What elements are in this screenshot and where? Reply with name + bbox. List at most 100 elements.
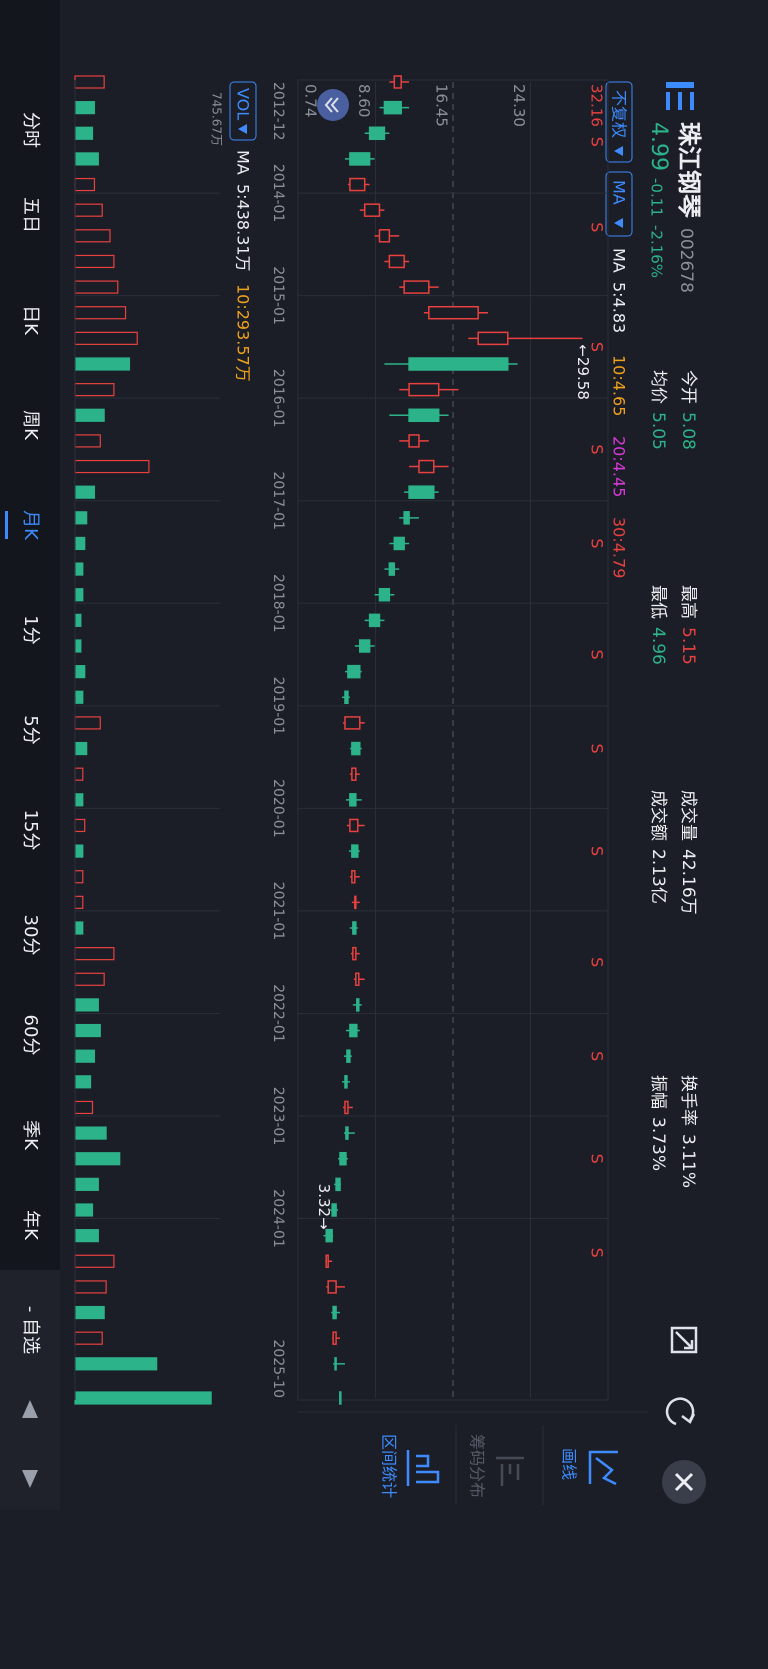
tab-bar xyxy=(0,0,60,1510)
stat-label: 成交额 xyxy=(648,790,668,841)
volume-bar xyxy=(74,177,96,192)
chip-tool[interactable]: 筹码分布 xyxy=(468,1434,525,1498)
candle-body xyxy=(383,100,402,115)
tab[interactable]: 5分 xyxy=(20,715,41,744)
candle-body xyxy=(344,716,361,730)
candle-body xyxy=(345,1126,349,1140)
vol-ma-title: MA xyxy=(234,150,253,175)
landscape-view: 珠江钢琴 002678 4.99 -0.11 -2.16% 今开 5.08 最高 5.… xyxy=(0,0,706,1510)
candle-body xyxy=(349,177,366,192)
tab[interactable]: 1分 xyxy=(20,615,41,644)
candle-body xyxy=(339,1151,347,1166)
volume-bar xyxy=(74,126,94,140)
signal: S xyxy=(588,649,607,659)
candle-body xyxy=(368,126,386,141)
x-tick-label: 2021-01 xyxy=(270,882,286,941)
signal: S xyxy=(588,1154,607,1164)
x-tick-label: 2023-01 xyxy=(270,1087,286,1146)
volume-bar xyxy=(74,818,86,833)
candle-body xyxy=(325,1228,333,1243)
volume-bar xyxy=(74,383,115,397)
vol-label: VOL xyxy=(234,88,253,120)
candle-body xyxy=(351,741,361,756)
tab[interactable]: 周K xyxy=(20,410,41,441)
volume-bar xyxy=(74,1331,103,1345)
candle-body xyxy=(363,203,381,217)
y-tick-label: 32.16 xyxy=(588,84,606,127)
x-tick-label: 2019-01 xyxy=(270,677,286,736)
candle-body xyxy=(356,998,360,1012)
vol-button[interactable]: VOL xyxy=(229,81,257,141)
refresh-icon[interactable] xyxy=(665,1397,696,1426)
candle-body xyxy=(418,459,435,474)
menu-icon[interactable] xyxy=(666,82,694,110)
tab[interactable]: 60分 xyxy=(20,1015,41,1056)
candle-body xyxy=(332,1331,337,1345)
candle-body xyxy=(403,511,410,525)
volume-bar xyxy=(74,1305,105,1320)
tab[interactable]: 分时 xyxy=(20,112,41,148)
volume-bar xyxy=(74,895,84,909)
volume-bar xyxy=(74,485,96,499)
tab[interactable]: 季K xyxy=(20,1120,41,1151)
candle-body xyxy=(388,562,396,576)
chart: 32.16 24.30 16.45 8.60 0.74 2012-12 2014-01 201… xyxy=(74,75,609,1405)
y-tick-label: 16.45 xyxy=(433,84,451,127)
candle-body xyxy=(327,1280,337,1294)
signal: S xyxy=(588,342,607,352)
candle-body xyxy=(331,1203,337,1217)
candle-body xyxy=(344,1100,349,1115)
stat-label: 今开 xyxy=(678,370,698,404)
adjust-button[interactable]: 不复权 xyxy=(605,81,633,163)
candle-body xyxy=(334,1357,337,1371)
draw-tool[interactable]: 画线 xyxy=(560,1448,619,1486)
volume-bar xyxy=(74,844,84,858)
scroll-left[interactable] xyxy=(22,1400,38,1418)
close-button[interactable] xyxy=(662,1460,706,1504)
tab[interactable]: 15分 xyxy=(20,810,41,851)
candle-body xyxy=(349,818,359,833)
volume-bar xyxy=(74,536,86,551)
tab[interactable]: 五日 xyxy=(20,197,41,233)
volume-bar xyxy=(74,870,84,884)
change: -0.11 xyxy=(648,178,666,217)
stat-value: 2.13亿 xyxy=(648,849,668,904)
volume-bar xyxy=(74,1280,107,1294)
tab[interactable]: 年K xyxy=(20,1210,41,1241)
tool-label: 筹码分布 xyxy=(468,1434,487,1498)
tab[interactable]: 日K xyxy=(20,305,41,336)
volume-bar xyxy=(74,793,84,807)
y-tick-label: 24.30 xyxy=(510,84,528,127)
stat-label: 最高 xyxy=(678,585,698,619)
range-tool[interactable]: 区间统计 xyxy=(380,1434,440,1498)
expand-icon[interactable] xyxy=(670,1326,698,1354)
stat-label: 成交量 xyxy=(678,790,698,841)
indicator-button[interactable]: MA xyxy=(605,171,633,237)
signal: S xyxy=(588,538,607,548)
volume-bar xyxy=(74,254,115,269)
volume-bar xyxy=(74,280,119,294)
x-tick-label: 2018-01 xyxy=(270,574,286,633)
change-pct: -2.16% xyxy=(648,225,666,278)
x-tick-label: 2020-01 xyxy=(270,779,286,838)
candle-body xyxy=(408,408,440,423)
volume-bar xyxy=(74,1075,92,1089)
tab[interactable]: 30分 xyxy=(20,915,41,956)
candle-body xyxy=(378,587,391,602)
ma10: 10:4.65 xyxy=(610,355,629,416)
signal: S xyxy=(588,1248,607,1258)
volume-bar xyxy=(74,152,99,166)
candle-body xyxy=(378,229,391,243)
collapse-button[interactable] xyxy=(317,89,349,121)
signal: S xyxy=(588,846,607,856)
volume-bar xyxy=(74,434,101,448)
volume-bar xyxy=(74,562,84,576)
stat-value: 42.16万 xyxy=(678,849,698,915)
tab[interactable]: 月K xyxy=(20,510,41,541)
scroll-right[interactable] xyxy=(22,1470,38,1488)
candle-body xyxy=(351,767,357,781)
volume-bar xyxy=(74,741,88,756)
tab[interactable]: - 自选 xyxy=(20,1306,41,1354)
stat-label: 换手率 xyxy=(678,1075,698,1126)
